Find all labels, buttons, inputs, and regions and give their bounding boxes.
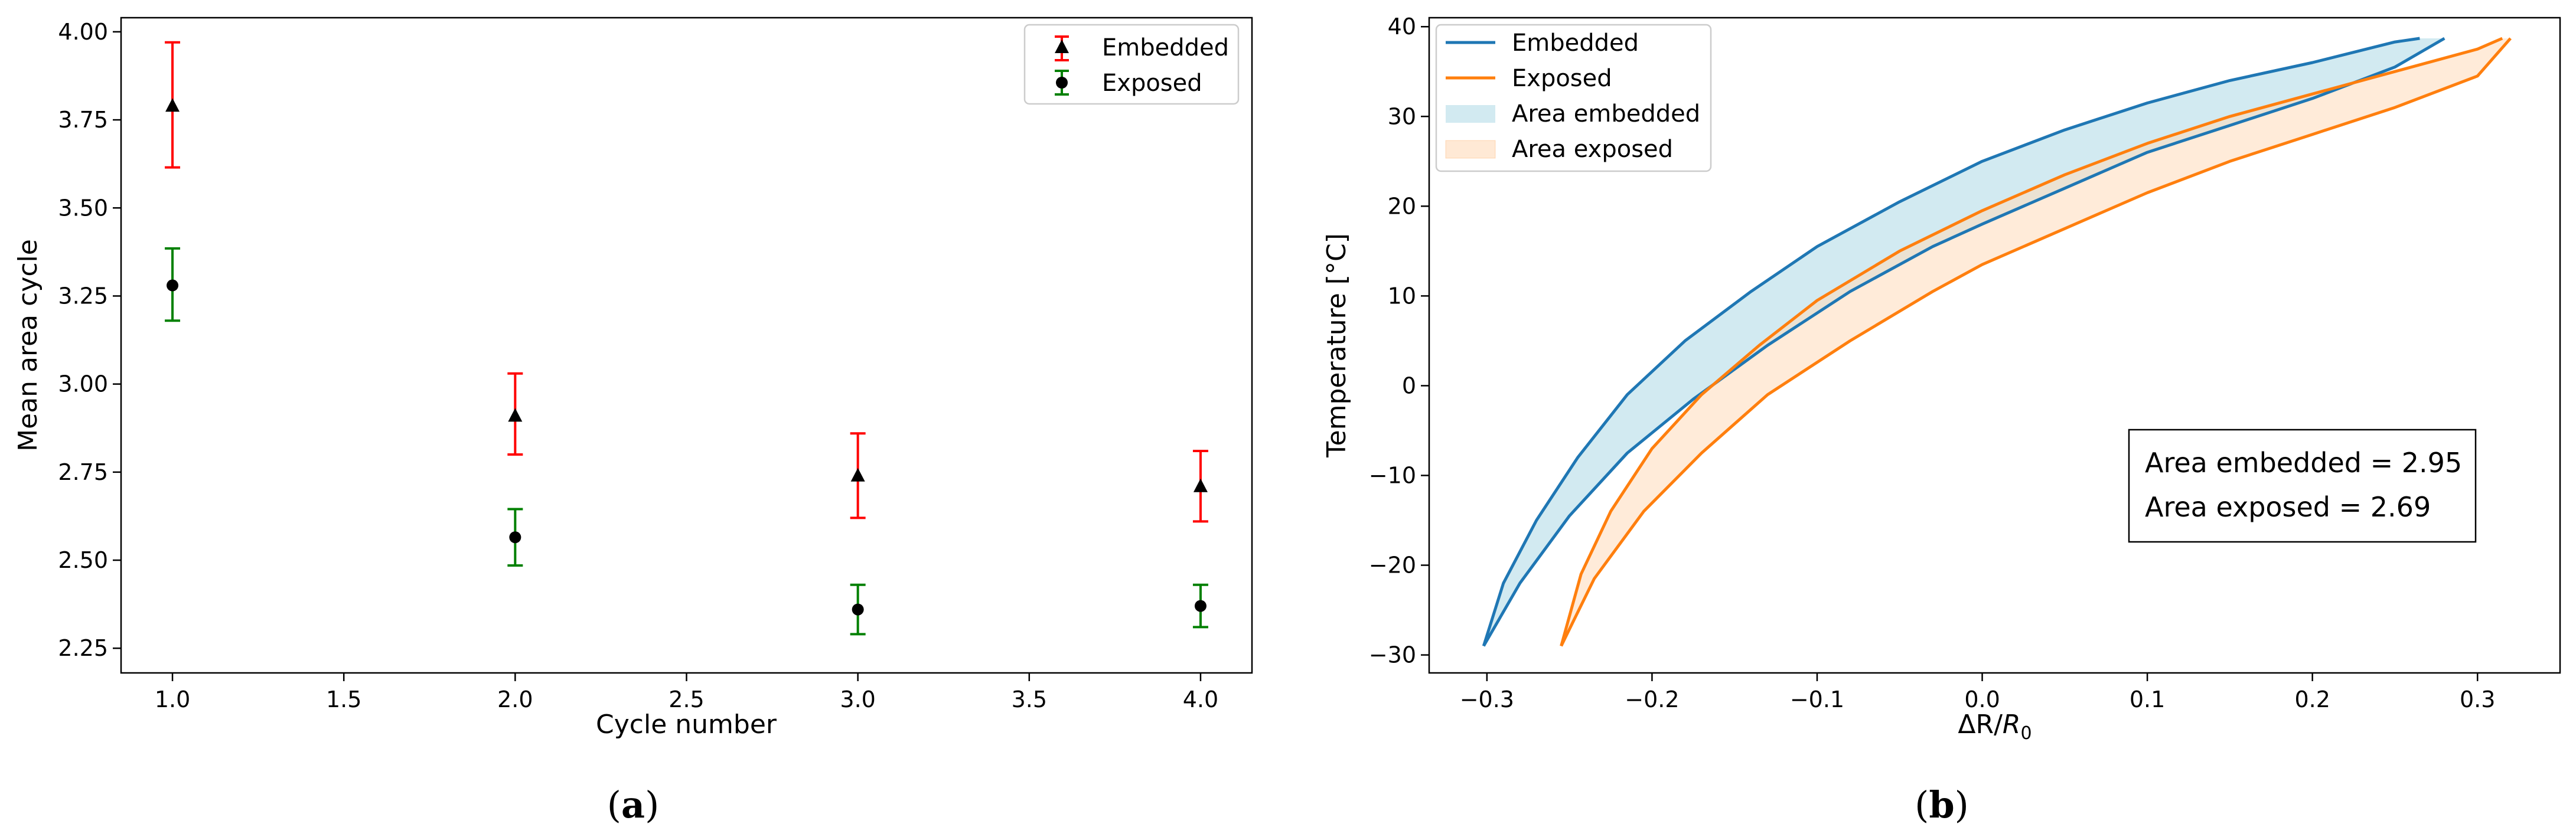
x-tick-label: 3.5 — [1012, 686, 1047, 712]
data-point-embedded — [508, 408, 523, 422]
legend-embedded-symbol — [1055, 35, 1069, 61]
x-tick-label: −0.1 — [1790, 686, 1844, 712]
data-point-embedded — [1193, 478, 1208, 492]
x-tick-label: 2.0 — [497, 686, 533, 712]
y-tick-label: −10 — [1369, 462, 1416, 488]
x-tick-label: 0.1 — [2130, 686, 2165, 712]
area-annotation-box: Area embedded = 2.95 Area exposed = 2.69 — [2128, 429, 2477, 543]
y-tick-label: 20 — [1388, 193, 1416, 219]
data-point-exposed — [852, 603, 864, 616]
y-tick-label: 4.00 — [58, 19, 108, 45]
legend-exposed-label: Exposed — [1102, 70, 1202, 97]
y-tick-label: −30 — [1369, 642, 1416, 668]
legend-area-exposed-swatch — [1445, 140, 1496, 159]
panel-b-legend: Embedded Exposed Area embedded Area expo… — [1435, 24, 1712, 172]
panel-a-y-axis-label: Mean area cycle — [13, 239, 43, 452]
panel-b-chart: −0.3 −0.2 −0.1 0.0 0.1 0.2 0.3 −30 −20 −10 0 10 20 3… — [1322, 14, 2561, 744]
x-tick-label: 1.0 — [155, 686, 190, 712]
panel-a-x-ticks: 1.0 1.5 2.0 2.5 3.0 3.5 4.0 — [155, 673, 1218, 712]
x-tick-label: 3.0 — [840, 686, 875, 712]
data-point-embedded — [165, 98, 180, 112]
legend-b-exposed-label: Exposed — [1512, 65, 1612, 92]
y-tick-label: 30 — [1388, 103, 1416, 129]
panel-a-legend: Embedded Exposed — [1023, 24, 1240, 105]
panel-a-legend-box — [1023, 24, 1240, 105]
x-tick-label: 0.3 — [2460, 686, 2495, 712]
panel-a-chart: 1.0 1.5 2.0 2.5 3.0 3.5 4.0 2.25 2.50 2.75 3.00 3.… — [13, 17, 1253, 740]
panel-a-axes-frame — [120, 17, 1253, 674]
curve-exposed-heating — [1560, 37, 2503, 647]
panel-b-marks — [1482, 37, 2512, 647]
annotation-area-embedded: Area embedded = 2.95 — [2145, 447, 2462, 479]
data-point-exposed — [1194, 600, 1207, 612]
x-tick-label: 2.5 — [669, 686, 704, 712]
curve-embedded-heating — [1482, 37, 2420, 647]
legend-area-embedded-swatch — [1446, 105, 1495, 123]
y-tick-label: 3.00 — [58, 371, 108, 397]
curve-embedded-cooling — [1482, 37, 2445, 647]
panel-b-x-axis-label: ΔR/R0 — [1958, 710, 2032, 744]
panel-a-y-ticks: 2.25 2.50 2.75 3.00 3.25 3.50 3.75 4.00 — [58, 19, 121, 661]
panel-b-x-ticks: −0.3 −0.2 −0.1 0.0 0.1 0.2 0.3 — [1460, 673, 2495, 712]
panel-b-y-axis-label: Temperature [°C] — [1322, 233, 1352, 458]
y-tick-label: 3.25 — [58, 283, 108, 309]
y-tick-label: 2.25 — [58, 635, 108, 661]
data-point-embedded — [850, 467, 865, 482]
annotation-area-exposed: Area exposed = 2.69 — [2145, 491, 2431, 523]
panel-a-marks — [165, 41, 1208, 636]
y-tick-label: 2.50 — [58, 547, 108, 573]
curve-exposed-cooling — [1560, 37, 2512, 647]
legend-b-embedded-label: Embedded — [1512, 30, 1639, 57]
legend-area-embedded-label: Area embedded — [1512, 100, 1700, 127]
panel-b-y-ticks: −30 −20 −10 0 10 20 30 40 — [1369, 14, 1429, 668]
legend-exposed-symbol — [1055, 70, 1069, 96]
y-tick-label: 2.75 — [58, 459, 108, 485]
panel-b-legend-box — [1435, 24, 1712, 172]
x-tick-label: −0.2 — [1625, 686, 1679, 712]
data-point-exposed — [167, 279, 179, 292]
caption-b: (b) — [1915, 783, 1969, 826]
x-tick-label: 1.5 — [326, 686, 361, 712]
y-tick-label: 3.50 — [58, 195, 108, 221]
legend-area-exposed-label: Area exposed — [1512, 136, 1673, 163]
data-point-exposed — [509, 531, 521, 544]
y-tick-label: 3.75 — [58, 107, 108, 133]
y-tick-label: 0 — [1402, 372, 1416, 398]
y-tick-label: −20 — [1369, 552, 1416, 578]
caption-a: (a) — [607, 783, 660, 826]
x-tick-label: 0.0 — [1964, 686, 2000, 712]
panel-b-axes-frame — [1428, 17, 2561, 674]
panel-a-x-axis-label: Cycle number — [596, 710, 777, 740]
y-tick-label: 10 — [1388, 283, 1416, 309]
legend-embedded-label: Embedded — [1102, 34, 1229, 61]
x-tick-label: 0.2 — [2294, 686, 2330, 712]
x-tick-label: −0.3 — [1460, 686, 1514, 712]
y-tick-label: 40 — [1388, 14, 1416, 40]
x-tick-label: 4.0 — [1183, 686, 1218, 712]
